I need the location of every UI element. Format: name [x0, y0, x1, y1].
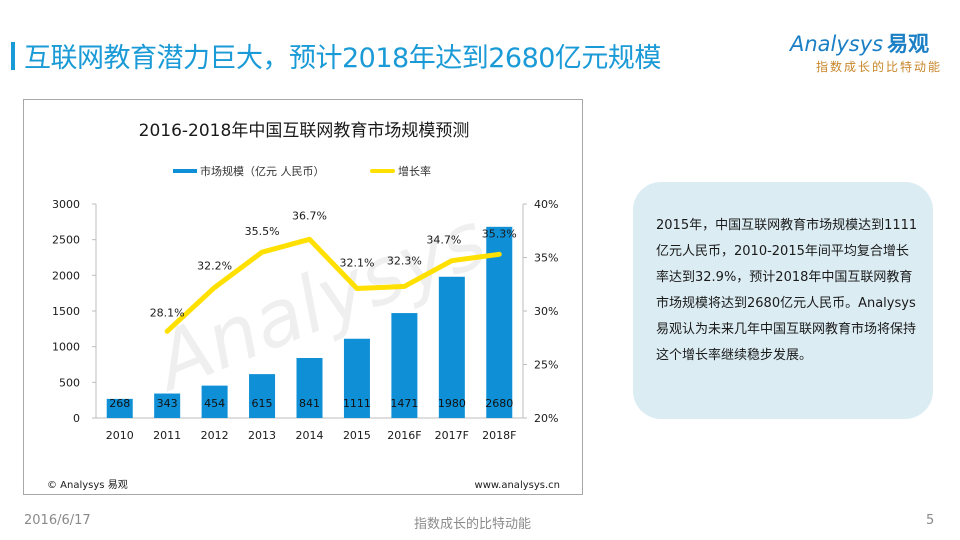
x-tick-label: 2016F	[387, 429, 421, 442]
legend-line-swatch	[370, 169, 395, 173]
x-tick-label: 2012	[201, 429, 229, 442]
growth-rate-line	[164, 236, 502, 334]
x-tick-label: 2010	[106, 429, 134, 442]
line-point-label: 32.3%	[387, 254, 422, 267]
page-number: 5	[926, 513, 935, 528]
legend-bar-label: 市场规模（亿元 人民币）	[200, 164, 325, 178]
line-point-label: 36.7%	[292, 209, 327, 222]
bar-2017F	[438, 276, 465, 418]
slide-title: 互联网教育潜力巨大，预计2018年达到2680亿元规模	[24, 43, 661, 74]
logo-brand-en: Analysys	[790, 32, 884, 56]
bar-value-label: 1980	[438, 397, 466, 410]
bar-2011	[154, 393, 181, 418]
right-tick-label: 25%	[534, 359, 558, 372]
bar-2012	[201, 385, 228, 418]
summary-panel: 2015年，中国互联网教育市场规模达到1111亿元人民币，2010-2015年间…	[633, 182, 933, 419]
x-tick-label: 2017F	[435, 429, 469, 442]
source-left: © Analysys 易观	[47, 479, 128, 491]
logo-tagline: 指数成长的比特动能	[816, 60, 943, 74]
left-tick-label: 3000	[52, 198, 80, 211]
source-right: www.analysys.cn	[475, 480, 560, 491]
footer-slogan: 指数成长的比特动能	[414, 517, 532, 532]
bar-value-label: 615	[252, 397, 273, 410]
right-tick-label: 30%	[534, 305, 558, 318]
left-tick-label: 500	[59, 376, 80, 389]
left-tick-label: 1500	[52, 305, 80, 318]
summary-text: 2015年，中国互联网教育市场规模达到1111亿元人民币，2010-2015年间…	[656, 218, 918, 363]
x-tick-label: 2014	[296, 429, 324, 442]
bar-2018F	[486, 226, 513, 418]
bar-2010	[106, 398, 133, 418]
line-point-label: 32.1%	[339, 257, 374, 270]
bar-value-label: 1111	[343, 397, 371, 410]
left-tick-label: 2000	[52, 269, 80, 282]
right-tick-label: 20%	[534, 412, 558, 425]
bar-value-label: 1471	[390, 397, 418, 410]
bar-2015	[343, 338, 370, 418]
x-tick-label: 2018F	[482, 429, 516, 442]
line-point-label: 34.7%	[426, 234, 461, 247]
right-tick-label: 40%	[534, 198, 558, 211]
x-tick-label: 2015	[343, 429, 371, 442]
legend-line-label: 增长率	[398, 164, 431, 178]
bar-value-label: 841	[299, 397, 320, 410]
bar-value-label: 454	[204, 397, 225, 410]
legend-bar-swatch	[173, 169, 197, 173]
line-point-label: 28.1%	[150, 306, 185, 319]
chart-frame: 2016-2018年中国互联网教育市场规模预测 市场规模（亿元 人民币） 增长率 An…	[23, 99, 583, 495]
x-tick-label: 2011	[153, 429, 181, 442]
bar-value-label: 2680	[485, 397, 513, 410]
right-tick-label: 35%	[534, 252, 558, 265]
x-tick-label: 2013	[248, 429, 276, 442]
bar-2016F	[391, 313, 418, 418]
line-point-label: 32.2%	[197, 259, 232, 272]
logo-brand: Analysys 易观	[790, 28, 929, 58]
line-point-label: 35.5%	[245, 225, 280, 238]
line-point-label: 35.3%	[482, 227, 517, 240]
bar-value-label: 343	[157, 397, 178, 410]
left-tick-label: 0	[73, 412, 80, 425]
footer-date: 2016/6/17	[24, 513, 91, 528]
chart-title: 2016-2018年中国互联网教育市场规模预测	[139, 121, 470, 141]
left-tick-label: 2500	[52, 234, 80, 247]
bar-2014	[296, 358, 323, 418]
logo-brand-cn: 易观	[887, 32, 930, 56]
bar-value-label: 268	[109, 397, 130, 410]
bar-2013	[249, 374, 276, 418]
title-accent-bar	[11, 42, 15, 70]
analysys-logo: Analysys 易观 指数成长的比特动能	[790, 28, 950, 80]
left-tick-label: 1000	[52, 341, 80, 354]
